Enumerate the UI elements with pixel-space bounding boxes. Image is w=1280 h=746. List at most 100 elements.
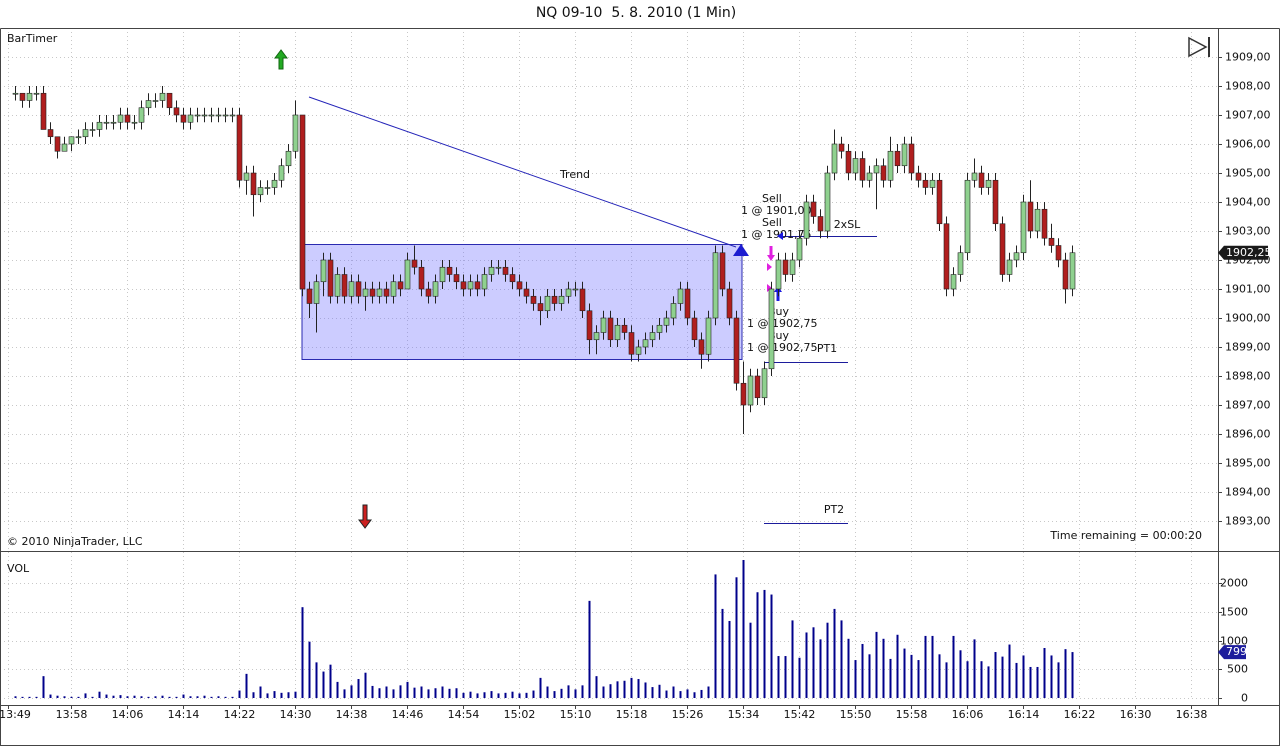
candle-body [1055,245,1062,261]
y-tick-label: 1903,00 [1225,225,1271,238]
candle-body [936,179,943,225]
x-tick-label: 15:42 [784,708,816,721]
candle-body [145,100,152,109]
candle-body [565,288,572,297]
candle-body [40,92,47,130]
play-icon[interactable] [1188,36,1210,58]
last-price-label: 1902,25 [1226,246,1272,259]
candle-body [978,172,985,188]
candle-body [901,143,908,167]
candle-body [376,288,383,297]
candle-body [523,288,530,297]
trend-arrow [733,244,749,256]
candle-body [460,281,467,290]
candle-body [131,121,138,124]
trade-action: Sell [762,216,782,229]
volume-label: VOL [7,562,30,575]
candle-body [691,317,698,341]
trade-marker [767,263,772,271]
candle-body [1041,208,1048,239]
candle-body [572,288,579,291]
candle-body [467,281,474,290]
candle-body [551,295,558,304]
candle-body [1027,201,1034,232]
candle-body [61,143,68,152]
candle-body [194,114,201,117]
candle-body [75,136,82,139]
candle-body [187,114,194,123]
candle-body [712,252,719,319]
candle-body [257,187,264,196]
candle-body [26,92,33,101]
copyright: © 2010 NinjaTrader, LLC [7,535,143,548]
drawing-label: PT2 [824,503,844,516]
candle-body [299,114,306,290]
candle-body [488,266,495,275]
candle-body [628,332,635,355]
candle-body [600,317,607,333]
candle-body [670,303,677,319]
candle-body [915,172,922,181]
candle-body [831,143,838,174]
y-tick-label: 1908,00 [1225,80,1271,93]
candle-body [586,310,593,341]
trade-arrow-sell [767,246,775,261]
candle-body [537,303,544,312]
candle-body [327,259,334,297]
candle-body [740,382,747,406]
candle-body [481,274,488,290]
trade-fill: 1 @ 1902,75 [747,341,817,354]
x-tick-label: 15:58 [896,708,928,721]
volume-tick-label: 1000 [1220,635,1248,648]
y-tick-label: 1899,00 [1225,341,1271,354]
candle-body [747,375,754,406]
y-tick-label: 1895,00 [1225,457,1271,470]
candle-body [124,114,131,123]
candle-body [768,288,775,370]
candle-body [698,339,705,355]
chart-title: NQ 09-10 5. 8. 2010 (1 Min) [536,5,736,21]
candle-body [782,259,789,275]
candle-body [355,281,362,297]
x-tick-label: 14:38 [336,708,368,721]
candle-body [516,281,523,290]
y-tick-label: 1907,00 [1225,109,1271,122]
candle-body [621,324,628,333]
x-tick-label: 15:02 [504,708,536,721]
candle-body [334,274,341,297]
candle-body [929,179,936,188]
candle-body [68,136,75,145]
candle-body [313,281,320,304]
y-tick-label: 1909,00 [1225,51,1271,64]
play-icon[interactable] [1188,36,1208,58]
candle-body [726,288,733,319]
candle-body [607,317,614,341]
candle-body [789,259,796,275]
candle-body [754,375,761,399]
candle-body [943,223,950,290]
candle-body [866,172,873,181]
candle-body [859,158,866,181]
candle-body [999,223,1006,275]
trade-marker [767,284,772,292]
candle-body [12,92,19,95]
last-volume-label: 799 [1226,645,1247,658]
candle-body [985,179,992,188]
candle-body [411,259,418,268]
candle-body [180,114,187,123]
candle-body [82,129,89,138]
candle-body [439,266,446,283]
candle-body [173,107,180,116]
x-tick-label: 15:26 [672,708,704,721]
candle-body [705,317,712,355]
candle-body [614,324,621,341]
y-tick-label: 1905,00 [1225,167,1271,180]
candle-body [306,288,313,304]
candle-body [362,288,369,297]
candle-body [1062,259,1069,290]
x-tick-label: 14:46 [392,708,424,721]
drawing-label: Trend [559,168,590,181]
drawing-label: 2xSL [834,218,861,231]
y-tick-label: 1896,00 [1225,428,1271,441]
x-tick-label: 16:30 [1120,708,1152,721]
